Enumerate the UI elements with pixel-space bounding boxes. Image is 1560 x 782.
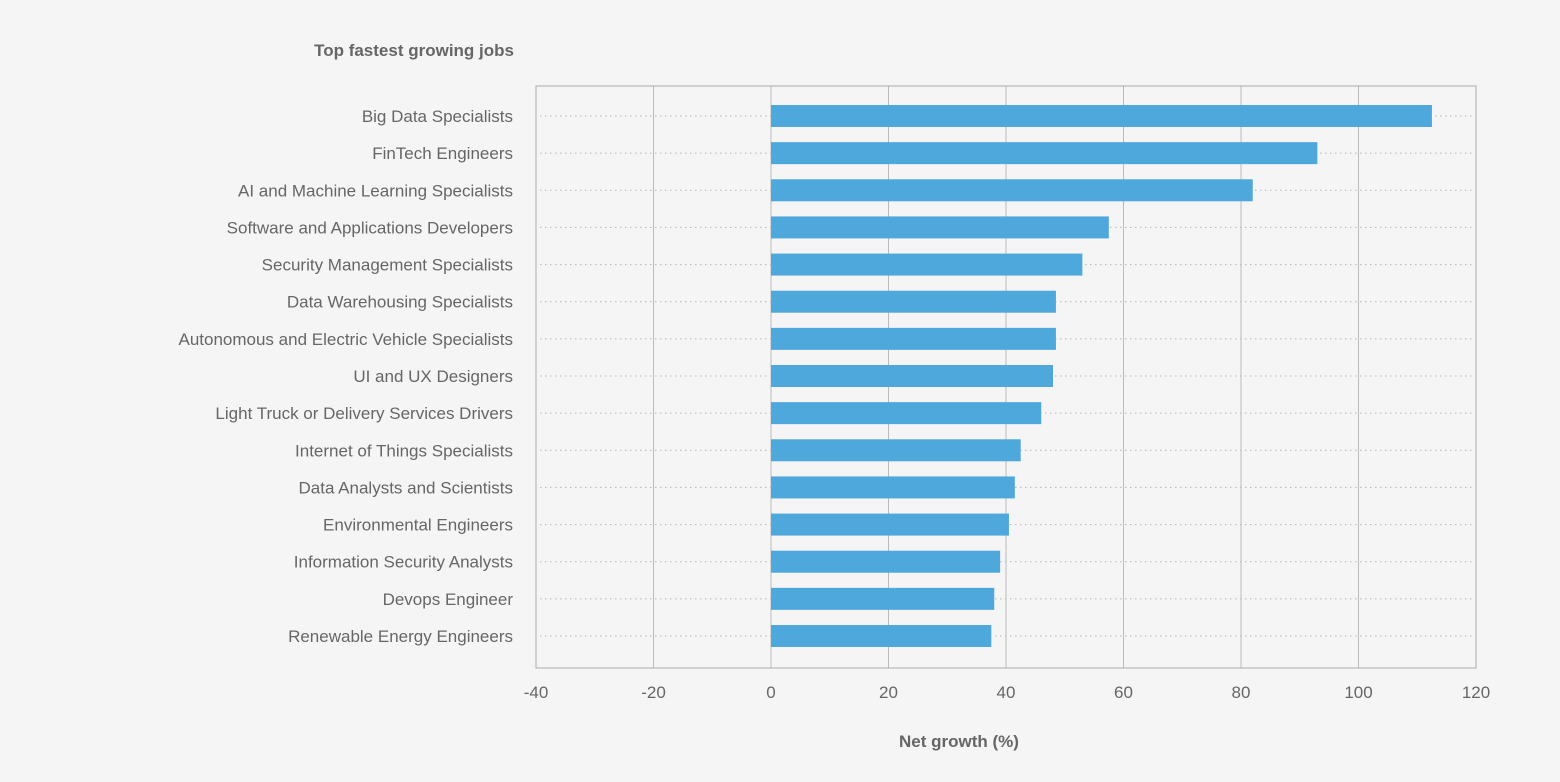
x-axis-title: Net growth (%): [899, 732, 1019, 751]
category-label: Devops Engineer: [383, 590, 514, 609]
bar: [771, 253, 1083, 276]
category-label: Data Analysts and Scientists: [298, 478, 513, 497]
bar: [771, 587, 995, 610]
category-label: Light Truck or Delivery Services Drivers: [215, 404, 513, 423]
x-tick-label: 60: [1114, 683, 1133, 702]
bar: [771, 142, 1318, 165]
category-label: Security Management Specialists: [262, 256, 513, 275]
category-label: Autonomous and Electric Vehicle Speciali…: [178, 330, 513, 349]
category-label: Software and Applications Developers: [227, 218, 513, 237]
bar: [771, 402, 1042, 425]
category-label: AI and Machine Learning Specialists: [238, 181, 513, 200]
bar: [771, 327, 1056, 350]
chart-title: Top fastest growing jobs: [314, 41, 514, 60]
x-tick-label: -20: [641, 683, 666, 702]
bar: [771, 439, 1021, 462]
category-label: Renewable Energy Engineers: [288, 627, 513, 646]
bar: [771, 105, 1432, 127]
category-label: Internet of Things Specialists: [295, 441, 513, 460]
category-label: Big Data Specialists: [362, 107, 513, 126]
bar: [771, 365, 1053, 387]
x-tick-label: 80: [1232, 683, 1251, 702]
x-tick-label: -40: [524, 683, 549, 702]
bar: [771, 476, 1015, 499]
category-label: Information Security Analysts: [294, 553, 513, 572]
category-labels: Big Data Specialists FinTech Engineers AI …: [178, 107, 513, 646]
bar: [771, 625, 992, 647]
bars: [771, 105, 1432, 647]
x-tick-label: 20: [879, 683, 898, 702]
x-tick-label: 100: [1344, 683, 1372, 702]
bar: [771, 290, 1056, 313]
bar: [771, 513, 1009, 536]
x-tick-labels: -40 -20 0 20 40 60 80 100 120: [524, 683, 1490, 702]
bar: [771, 216, 1109, 239]
category-label: UI and UX Designers: [353, 367, 513, 386]
category-label: Environmental Engineers: [323, 516, 513, 535]
category-label: FinTech Engineers: [372, 144, 513, 163]
bar: [771, 550, 1001, 573]
x-tick-label: 40: [997, 683, 1016, 702]
bar: [771, 179, 1253, 202]
category-label: Data Warehousing Specialists: [287, 293, 513, 312]
x-tick-label: 120: [1462, 683, 1490, 702]
plot-frame: [535, 85, 1477, 669]
x-tick-label: 0: [766, 683, 775, 702]
